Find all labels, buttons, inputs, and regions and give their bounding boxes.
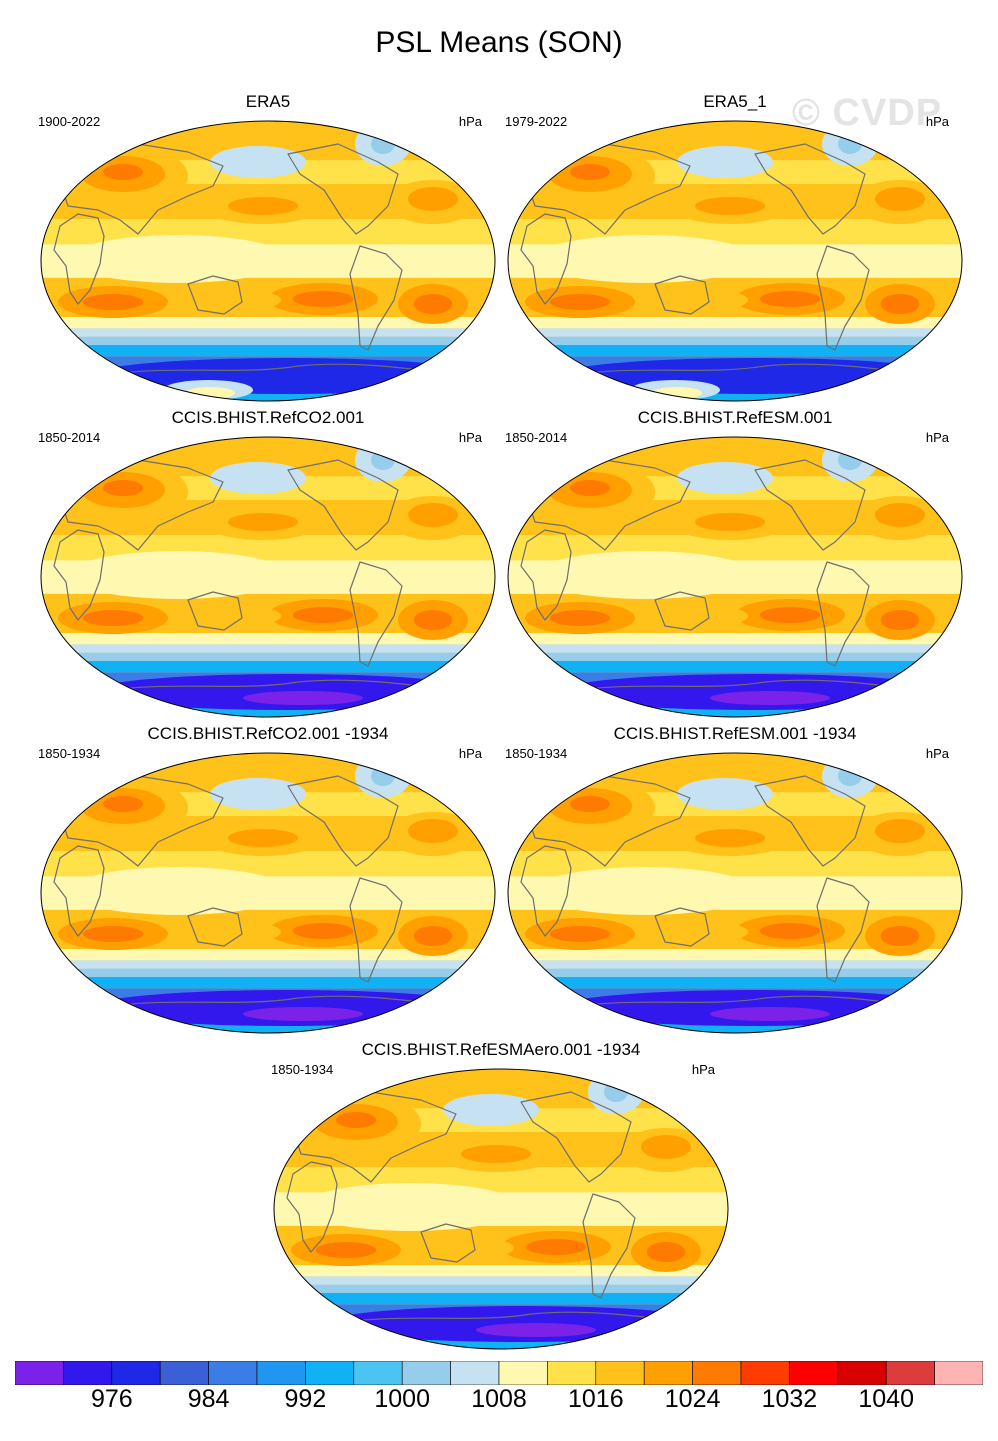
panel-title: CCIS.BHIST.RefESM.001 -1934	[613, 724, 857, 743]
psl-field	[41, 753, 495, 1033]
colorbar-tick-label: 984	[187, 1385, 230, 1413]
colorbar-swatch	[692, 1361, 742, 1385]
colorbar-tick-label: 992	[284, 1385, 327, 1413]
map-panel: CCIS.BHIST.RefESMAero.001 -1934 1850-1934…	[271, 1040, 731, 1350]
robinson-map	[507, 120, 963, 402]
colorbar-tick-label: 976	[90, 1385, 133, 1413]
panel-title: CCIS.BHIST.RefESMAero.001 -1934	[361, 1040, 641, 1059]
panel-title: ERA5_1	[703, 92, 767, 111]
panel-units: hPa	[925, 430, 949, 445]
colorbar-swatch	[401, 1361, 451, 1385]
psl-field	[41, 437, 495, 717]
panel-units: hPa	[458, 114, 482, 129]
colorbar-swatch	[305, 1361, 355, 1385]
colorbar-swatch	[837, 1361, 887, 1385]
colorbar-tick-label: 1040	[858, 1385, 914, 1413]
psl-field	[41, 121, 495, 401]
robinson-map	[40, 436, 496, 718]
map-panel: CCIS.BHIST.RefESM.001 -1934 1850-1934 hPa	[505, 724, 965, 1034]
colorbar-swatch	[353, 1361, 403, 1385]
panel-units: hPa	[458, 746, 482, 761]
watermark: © CVDP	[792, 92, 943, 134]
psl-field	[508, 437, 962, 717]
colorbar-swatch	[111, 1361, 161, 1385]
panel-title: CCIS.BHIST.RefESM.001	[637, 408, 833, 427]
colorbar-tick-label: 1000	[374, 1385, 430, 1413]
psl-field	[274, 1069, 728, 1349]
colorbar-tick-label: 1016	[567, 1385, 624, 1413]
colorbar-swatch	[63, 1361, 113, 1385]
colorbar-tick-label: 1024	[664, 1385, 721, 1413]
robinson-map	[507, 436, 963, 718]
panel-years: 1900-2022	[38, 114, 101, 129]
colorbar-swatch	[885, 1361, 935, 1385]
colorbar-tick-label: 1008	[471, 1385, 527, 1413]
figure-title: PSL Means (SON)	[375, 26, 623, 59]
map-panel: CCIS.BHIST.RefCO2.001 -1934 1850-1934 hPa	[38, 724, 498, 1034]
panel-units: hPa	[691, 1062, 715, 1077]
panel-title: CCIS.BHIST.RefCO2.001	[171, 408, 365, 427]
colorbar-swatch	[15, 1361, 64, 1385]
psl-field	[508, 753, 962, 1033]
panel-years: 1979-2022	[505, 114, 568, 129]
colorbar-swatch	[159, 1361, 209, 1385]
colorbar-swatch	[547, 1361, 597, 1385]
panel-years: 1850-1934	[38, 746, 101, 761]
panel-years: 1850-1934	[271, 1062, 334, 1077]
colorbar-swatch	[740, 1361, 790, 1385]
colorbar-swatch	[256, 1361, 306, 1385]
robinson-map	[40, 752, 496, 1034]
panel-title: ERA5	[245, 92, 291, 111]
colorbar-swatch	[789, 1361, 839, 1385]
panel-title: CCIS.BHIST.RefCO2.001 -1934	[147, 724, 389, 743]
colorbar-swatch	[643, 1361, 693, 1385]
robinson-map	[40, 120, 496, 402]
panel-years: 1850-1934	[505, 746, 568, 761]
colorbar-swatch	[934, 1361, 983, 1385]
colorbar-tick-label: 1032	[761, 1385, 818, 1413]
robinson-map	[273, 1068, 729, 1350]
map-panel: CCIS.BHIST.RefCO2.001 1850-2014 hPa	[38, 408, 498, 718]
map-panel: CCIS.BHIST.RefESM.001 1850-2014 hPa	[505, 408, 965, 718]
panel-units: hPa	[925, 114, 949, 129]
colorbar-swatch	[595, 1361, 645, 1385]
panel-units: hPa	[925, 746, 949, 761]
panel-years: 1850-2014	[505, 430, 568, 445]
panel-years: 1850-2014	[38, 430, 101, 445]
map-panel: ERA5_1 1979-2022 hPa	[505, 92, 965, 402]
colorbar-swatch	[450, 1361, 500, 1385]
robinson-map	[507, 752, 963, 1034]
colorbar-swatch	[208, 1361, 258, 1385]
psl-field	[508, 121, 962, 401]
colorbar	[15, 1361, 983, 1385]
map-panel: ERA5 1900-2022 hPa	[38, 92, 498, 402]
colorbar-swatch	[498, 1361, 548, 1385]
panel-units: hPa	[458, 430, 482, 445]
